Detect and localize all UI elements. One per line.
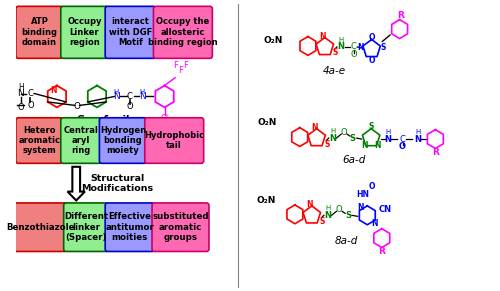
Text: O: O	[350, 50, 357, 59]
Text: N: N	[414, 134, 421, 143]
Text: O: O	[368, 56, 375, 65]
Text: H: H	[330, 128, 335, 134]
Text: N: N	[338, 42, 344, 52]
FancyBboxPatch shape	[16, 6, 63, 58]
FancyBboxPatch shape	[152, 203, 209, 251]
Text: Hetero
aromatic
system: Hetero aromatic system	[18, 126, 60, 155]
Text: S: S	[324, 139, 330, 148]
FancyBboxPatch shape	[61, 118, 102, 163]
Text: H: H	[338, 37, 344, 42]
Text: S: S	[320, 217, 325, 226]
Text: H: H	[325, 205, 330, 211]
Text: O: O	[399, 143, 406, 152]
Text: S: S	[345, 211, 351, 220]
Text: S: S	[380, 43, 386, 52]
FancyBboxPatch shape	[105, 6, 156, 58]
Text: N: N	[324, 211, 331, 220]
FancyBboxPatch shape	[154, 6, 212, 58]
Text: S: S	[368, 122, 374, 131]
Text: O₂N: O₂N	[257, 118, 276, 127]
Text: N: N	[139, 92, 145, 101]
Text: N: N	[384, 134, 392, 143]
FancyBboxPatch shape	[61, 6, 108, 58]
Text: N: N	[358, 203, 364, 212]
Text: substituted
aromatic
groups: substituted aromatic groups	[152, 212, 208, 242]
Text: N: N	[361, 141, 368, 150]
Text: Occupy
Linker
region: Occupy Linker region	[67, 17, 102, 47]
Text: ATP
binding
domain: ATP binding domain	[22, 17, 58, 47]
FancyBboxPatch shape	[64, 203, 108, 251]
Text: N: N	[320, 31, 326, 40]
Text: Sorafenib: Sorafenib	[77, 115, 134, 125]
Text: O: O	[368, 33, 375, 42]
Text: N: N	[306, 200, 313, 209]
Text: S: S	[350, 134, 356, 143]
Text: N: N	[312, 123, 318, 132]
FancyBboxPatch shape	[100, 118, 146, 163]
Text: O: O	[369, 182, 376, 191]
Text: O: O	[74, 102, 80, 111]
Text: N: N	[329, 134, 336, 143]
Text: O: O	[341, 128, 347, 137]
Text: N: N	[374, 141, 381, 150]
Text: Benzothiazole: Benzothiazole	[6, 223, 74, 232]
Text: Central
aryl
ring: Central aryl ring	[64, 126, 98, 155]
Text: 6a-d: 6a-d	[342, 155, 365, 165]
Text: N: N	[18, 89, 24, 98]
FancyBboxPatch shape	[14, 203, 66, 251]
Text: H: H	[415, 129, 420, 135]
Text: F: F	[178, 66, 184, 75]
Text: O: O	[27, 101, 34, 110]
Text: Structural
Modifications: Structural Modifications	[81, 174, 154, 193]
Text: Cl: Cl	[160, 114, 168, 123]
Text: O: O	[126, 102, 133, 111]
FancyArrow shape	[68, 167, 85, 200]
FancyBboxPatch shape	[145, 118, 204, 163]
Text: C: C	[28, 89, 34, 98]
Text: C: C	[351, 42, 356, 52]
Text: 8a-d: 8a-d	[335, 236, 358, 246]
Text: C: C	[400, 134, 406, 143]
Text: O: O	[336, 205, 342, 214]
Text: Different
linker
(Spacer): Different linker (Spacer)	[64, 212, 108, 242]
Text: S: S	[333, 48, 338, 57]
Text: 4a-e: 4a-e	[323, 66, 346, 76]
Text: F: F	[172, 61, 178, 70]
FancyBboxPatch shape	[105, 203, 154, 251]
Text: H: H	[140, 88, 145, 95]
Text: N: N	[371, 219, 378, 228]
Text: N: N	[357, 43, 364, 52]
Text: O₂N: O₂N	[264, 36, 283, 45]
FancyBboxPatch shape	[16, 118, 63, 163]
Text: H: H	[386, 129, 390, 135]
Text: Occupy the
allosteric
binding region: Occupy the allosteric binding region	[148, 17, 218, 47]
Text: HN: HN	[356, 190, 369, 199]
Text: R: R	[432, 148, 439, 157]
Text: R: R	[397, 11, 404, 20]
Text: Hydrophobic
tail: Hydrophobic tail	[144, 131, 204, 150]
Text: O₂N: O₂N	[256, 196, 276, 205]
Text: H: H	[114, 88, 119, 95]
Text: C: C	[127, 92, 132, 101]
Text: H: H	[18, 83, 24, 92]
Text: O: O	[18, 103, 24, 112]
Text: N: N	[50, 86, 56, 95]
Text: R: R	[378, 247, 385, 256]
Text: F: F	[184, 61, 188, 70]
Text: Effective
antitumor
moities: Effective antitumor moities	[106, 212, 154, 242]
Text: Hydrogen
bonding
moiety: Hydrogen bonding moiety	[100, 126, 146, 155]
Text: CN: CN	[379, 205, 392, 214]
Text: N: N	[113, 92, 119, 101]
Text: interact
with DGF
Motif: interact with DGF Motif	[109, 17, 152, 47]
